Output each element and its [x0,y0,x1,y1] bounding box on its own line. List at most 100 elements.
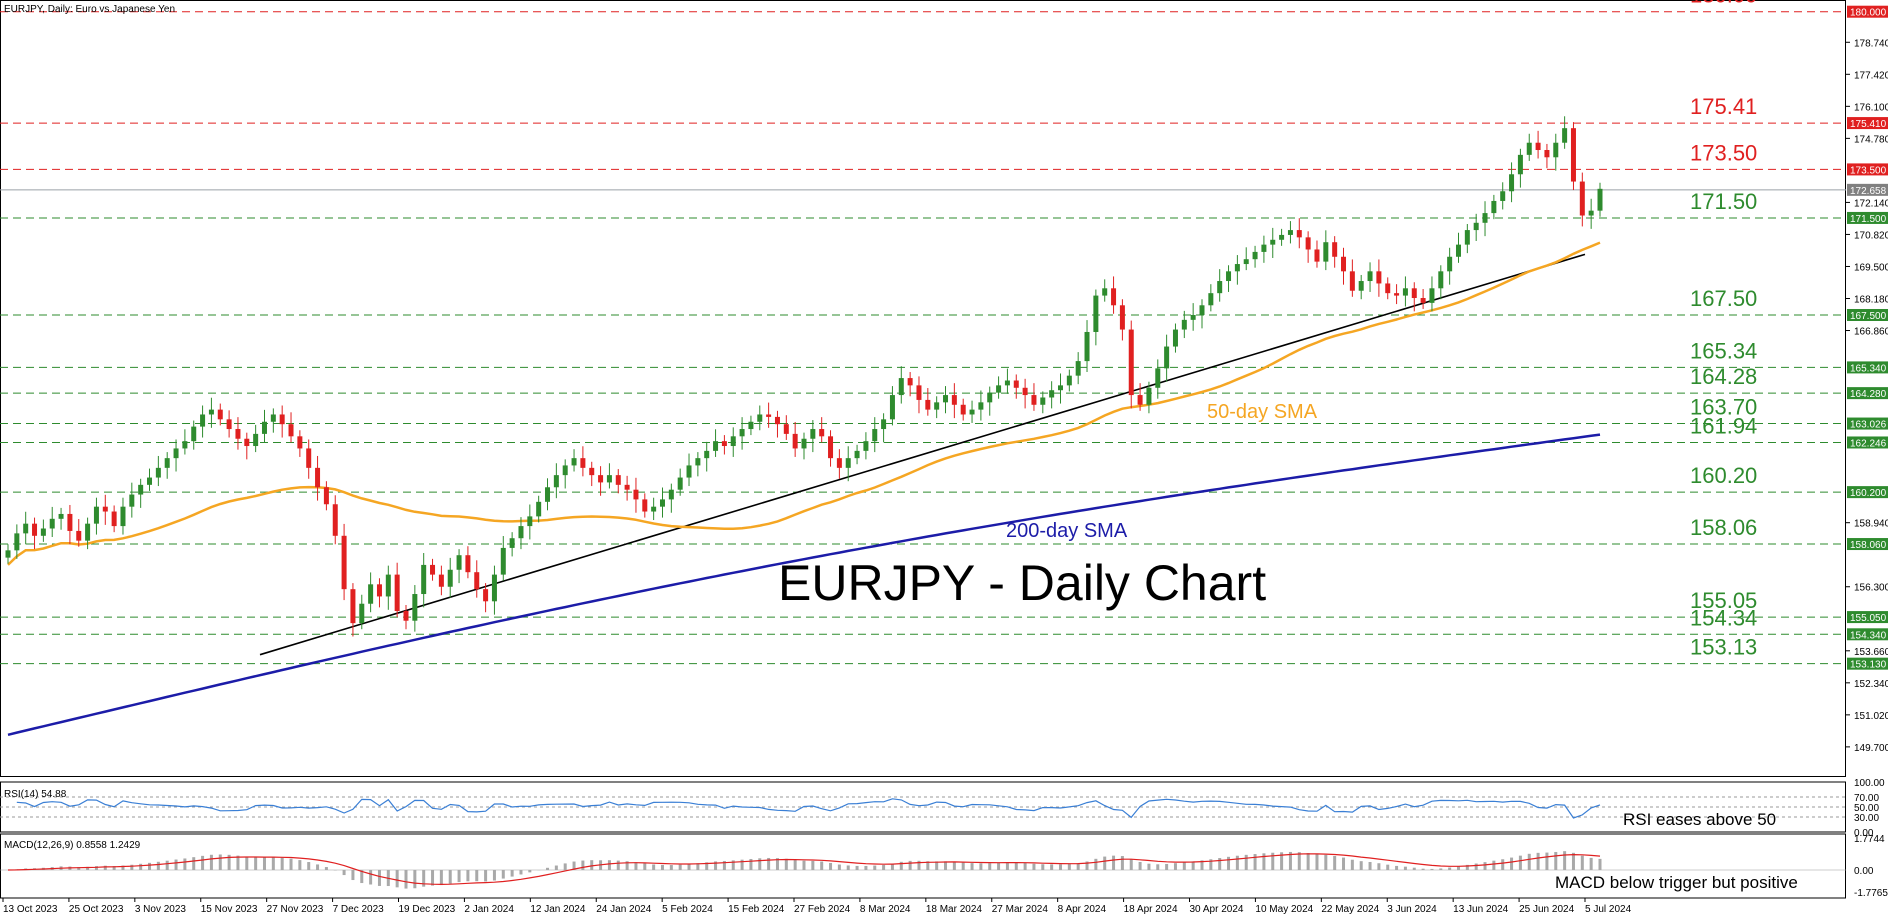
candle-body [783,424,789,434]
candle-body [438,574,444,587]
candle-body [1208,293,1214,306]
macd-bar [431,870,435,886]
level-label: 173.50 [1690,140,1757,165]
candle-body [509,538,515,548]
macd-bar [740,859,744,870]
macd-bar [1430,868,1434,870]
candle-body [854,450,860,459]
candle-body [1429,288,1435,303]
rsi-tick-label: 70.00 [1854,793,1879,804]
macd-bar [1395,865,1399,870]
candle-body [730,436,736,447]
macd-bar [899,861,903,870]
candle-body [1500,191,1506,201]
level-label: 161.94 [1690,413,1757,438]
candle-body [1394,293,1400,296]
candle-body [1279,234,1285,240]
candle-body [200,414,206,427]
level-price-tag [1847,486,1888,499]
macd-bar [1182,862,1186,870]
macd-bar [94,866,98,870]
candle-body [1190,314,1196,320]
macd-bar [935,861,939,870]
candle-body [1199,305,1205,315]
candle-body [1579,181,1585,216]
rsi-tick-label: 0.00 [1854,828,1874,839]
candle-body [545,487,551,502]
level-price-tag-text: 167.500 [1850,311,1887,322]
macd-bar [581,860,585,870]
candle-body [872,429,878,442]
candle-body [40,528,46,536]
candle-body [1341,256,1347,272]
macd-bar [970,863,974,870]
candle-body [1376,271,1382,284]
macd-bar [855,865,859,870]
candle-body [562,465,568,476]
x-tick-label: 2 Jan 2024 [464,904,514,915]
level-price-tag [1847,387,1888,400]
candle-body [14,533,20,551]
macd-bar [1120,856,1124,870]
macd-bar [669,865,673,870]
rsi-line [16,798,1601,819]
candle-body [1128,329,1134,396]
candle-body [774,416,780,425]
candle-body [1243,259,1249,265]
main-panel-border [0,0,1846,777]
candle-body [633,489,639,500]
candle-body [483,589,489,602]
macd-bar [731,860,735,870]
candle-body [1252,251,1258,260]
macd-bar [1563,851,1567,870]
level-price-tag-text: 158.060 [1850,540,1887,551]
x-axis: 13 Oct 2023 25 Oct 2023 3 Nov 2023 15 Nov 2… [2,898,1632,915]
y-tick-label: 177.420 [1854,70,1888,81]
y-tick-label: 178.740 [1854,38,1888,49]
x-tick-label: 5 Jul 2024 [1585,904,1632,915]
current-price-tag [1847,183,1888,196]
macd-bar [554,865,558,870]
macd-bar [1359,861,1363,870]
macd-bar [873,865,877,870]
candle-body [1420,298,1426,303]
candle-body [1049,390,1055,398]
macd-bar [722,860,726,870]
macd-bar [952,861,956,870]
candle-body [323,487,329,505]
level-label: 160.20 [1690,463,1757,488]
macd-bar [1554,851,1558,870]
candle-body [1040,397,1046,405]
macd-bar [1510,857,1514,870]
macd-bar [1138,861,1142,870]
x-tick-label: 13 Jun 2024 [1453,904,1508,915]
candle-body [253,433,259,447]
candle-body [1172,329,1178,347]
candle-body [456,555,462,570]
macd-bar [1571,852,1575,870]
macd-title: MACD(12,26,9) 0.8558 1.2429 [4,840,141,851]
candle-body [1367,271,1373,282]
candle-body [1305,237,1311,250]
level-price-tag [1847,436,1888,449]
macd-bar [1235,855,1239,870]
candle-body [863,441,869,451]
x-tick-label: 22 May 2024 [1321,904,1379,915]
macd-bar [1518,855,1522,870]
macd-bar [625,861,629,870]
macd-bar [652,864,656,870]
candle-body [182,441,188,449]
y-tick-label: 168.180 [1854,294,1888,305]
candle-body [1296,230,1302,238]
macd-note: MACD below trigger but positive [1555,873,1798,892]
candle-body [430,564,436,575]
candle-body [394,574,400,612]
candle-body [536,501,542,517]
macd-bar [324,867,328,870]
x-tick-label: 30 Apr 2024 [1190,904,1244,915]
sma50-label: 50-day SMA [1207,401,1318,423]
macd-bar [298,860,302,870]
macd-bar [1014,862,1018,870]
candle-body [138,484,144,495]
